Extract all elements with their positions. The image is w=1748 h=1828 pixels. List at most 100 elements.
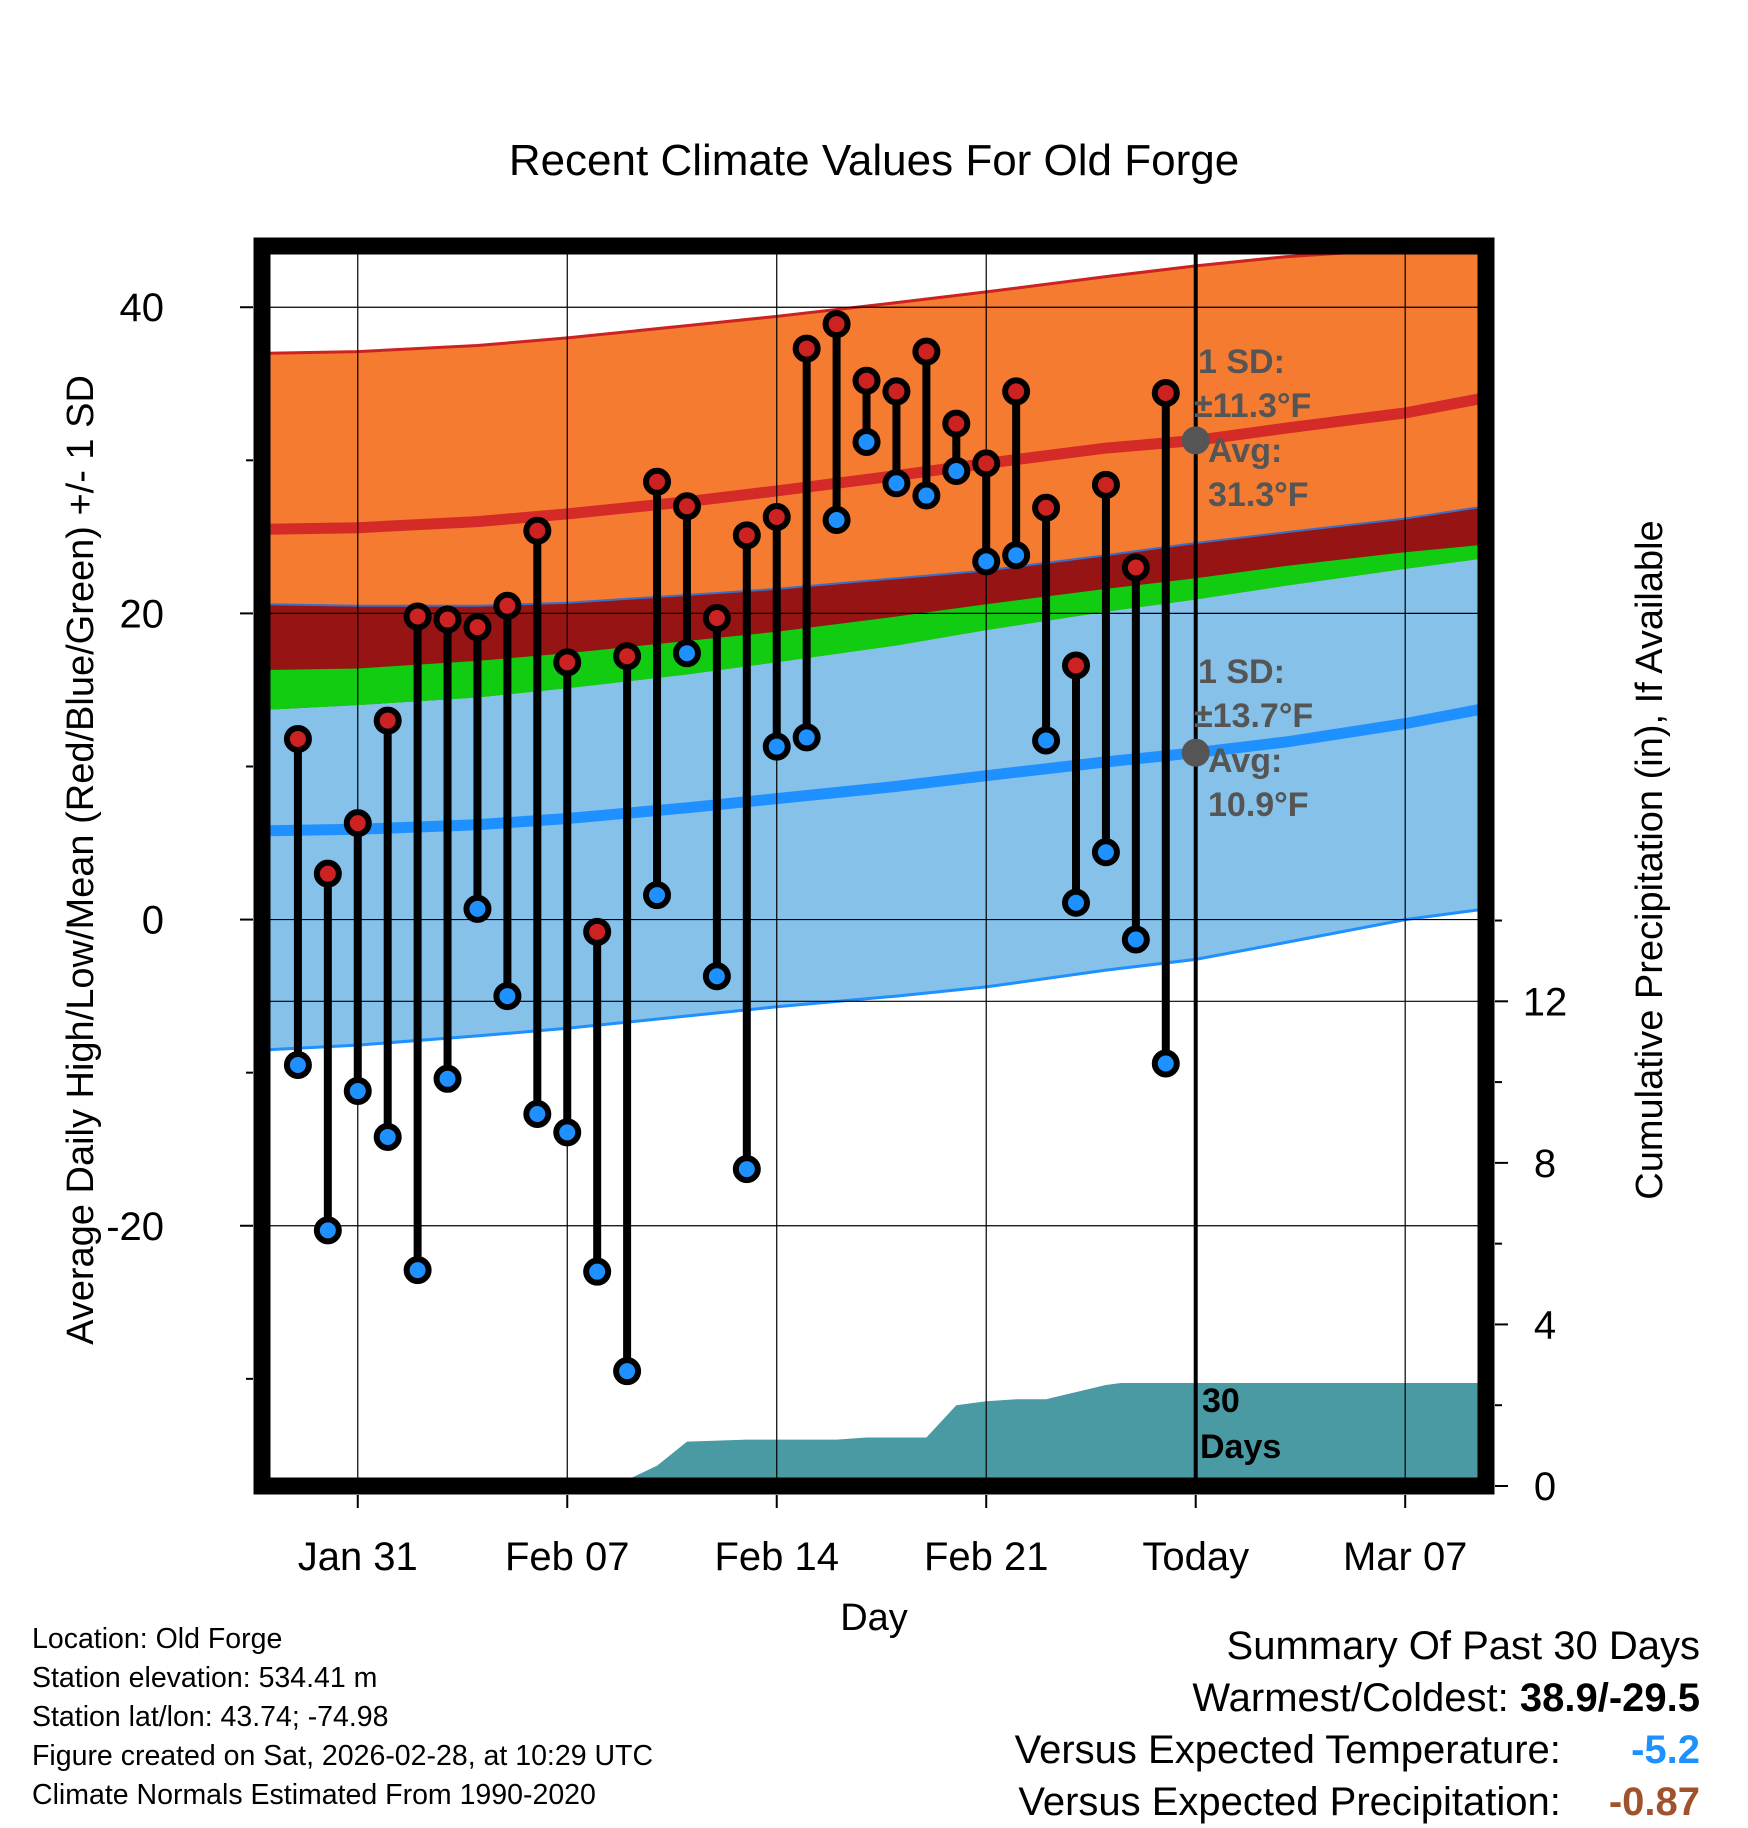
y-tick-label: 40 (120, 286, 165, 330)
daily-high-point (912, 337, 941, 366)
days-number: 30 (1202, 1382, 1240, 1420)
daily-high-point (882, 377, 911, 406)
daily-low-point (1062, 888, 1091, 917)
axis-ticks: Jan 31 Feb 07 Feb 14 Feb 21 Today Mar 0740200… (106, 237, 1567, 1579)
daily-high-point (942, 409, 971, 438)
low-avg-label: Avg: (1208, 742, 1282, 780)
daily-high-point (583, 917, 612, 946)
daily-high-point (553, 648, 582, 677)
low-minus-sd-line (267, 907, 1486, 1052)
x-tick-label: Today (1142, 1535, 1249, 1579)
daily-low-point (343, 1077, 372, 1106)
daily-high-point (493, 591, 522, 620)
y-tick-label: 0 (142, 899, 164, 943)
low-sd-value: ±13.7°F (1194, 697, 1313, 735)
days-word: Days (1200, 1428, 1281, 1466)
daily-high-point (313, 859, 342, 888)
daily-low-point (373, 1122, 402, 1151)
daily-low-point (403, 1256, 432, 1285)
daily-low-point (702, 962, 731, 991)
daily-high-point (343, 809, 372, 838)
daily-low-point (313, 1216, 342, 1245)
precip-anomaly-label: Versus Expected Precipitation: (1018, 1780, 1561, 1824)
daily-low-point (672, 639, 701, 668)
daily-high-point (852, 366, 881, 395)
daily-high-point (1062, 651, 1091, 680)
summary-title: Summary Of Past 30 Days (1226, 1624, 1700, 1668)
daily-low-point (792, 723, 821, 752)
daily-high-point (643, 467, 672, 496)
normals-text: Climate Normals Estimated From 1990-2020 (32, 1779, 596, 1811)
daily-high-point (1091, 470, 1120, 499)
daily-low-point (882, 469, 911, 498)
daily-low-point (912, 481, 941, 510)
low-avg-value: 10.9°F (1208, 786, 1309, 824)
daily-high-point (283, 724, 312, 753)
high-normal-marker (1181, 426, 1210, 455)
daily-low-point (493, 982, 522, 1011)
location-text: Location: Old Forge (32, 1623, 283, 1655)
x-tick-label: Feb 07 (505, 1535, 630, 1579)
high-avg-value: 31.3°F (1208, 476, 1309, 514)
daily-low-point (942, 457, 971, 486)
station-info: Location: Old Forge Station elevation: 5… (32, 1620, 653, 1815)
x-tick-label: Feb 14 (714, 1535, 839, 1579)
daily-low-point (1121, 925, 1150, 954)
x-tick-label: Mar 07 (1343, 1535, 1468, 1579)
daily-high-point (702, 604, 731, 632)
y2-tick-label: 8 (1534, 1142, 1556, 1186)
low-sd-label: 1 SD: (1198, 653, 1285, 691)
daily-high-point (613, 642, 642, 671)
temp-anomaly-row: Versus Expected Temperature: -5.2 (1015, 1724, 1700, 1776)
daily-high-point (732, 521, 761, 550)
daily-high-point (1151, 378, 1180, 407)
temp-anomaly-label: Versus Expected Temperature: (1014, 1728, 1561, 1772)
y-tick-label: 20 (120, 592, 165, 636)
daily-low-point (463, 894, 492, 923)
daily-high-point (433, 605, 462, 634)
y2-tick-label: 0 (1534, 1465, 1556, 1509)
y2-tick-label: 4 (1534, 1303, 1556, 1347)
daily-high-point (463, 613, 492, 642)
daily-low-point (283, 1051, 312, 1080)
daily-low-point (643, 881, 672, 910)
daily-low-point (852, 427, 881, 456)
precip-anomaly-value: -0.87 (1608, 1780, 1700, 1824)
daily-high-point (523, 516, 552, 545)
daily-low-point (822, 506, 851, 535)
daily-low-point (732, 1155, 761, 1184)
warmest-coldest-value: 38.9/-29.5 (1519, 1676, 1700, 1720)
daily-low-point (613, 1357, 642, 1386)
low-sd-band (268, 558, 1486, 1050)
elevation-text: Station elevation: 534.41 m (32, 1662, 378, 1694)
temp-anomaly-value: -5.2 (1631, 1728, 1700, 1772)
daily-low-point (583, 1257, 612, 1286)
daily-high-point (1002, 377, 1031, 406)
warmest-coldest-label: Warmest/Coldest: (1192, 1676, 1509, 1720)
daily-high-point (822, 310, 851, 339)
daily-high-point (672, 492, 701, 521)
daily-low-point (553, 1118, 582, 1147)
chart-title: Recent Climate Values For Old Forge (509, 136, 1239, 185)
x-axis-title: Day (840, 1597, 908, 1639)
high-minus-sd-line (267, 505, 1486, 607)
high-sd-value: ±11.3°F (1194, 387, 1311, 425)
daily-low-point (433, 1064, 462, 1093)
annotations: 1 SD: ±11.3°F Avg: 31.3°F 1 SD: ±13.7°F … (1194, 343, 1313, 1466)
y-axis-title: Average Daily High/Low/Mean (Red/Blue/Gr… (60, 375, 102, 1345)
daily-low-point (1032, 726, 1061, 755)
high-avg-label: Avg: (1208, 432, 1282, 470)
daily-low-point (523, 1100, 552, 1128)
plot-clip-group (262, 246, 1486, 1486)
summary-panel: Summary Of Past 30 Days Warmest/Coldest:… (1015, 1620, 1700, 1828)
daily-high-point (373, 706, 402, 735)
daily-low-point (1091, 838, 1120, 867)
daily-high-point (792, 334, 821, 363)
daily-high-point (972, 449, 1001, 478)
high-sd-label: 1 SD: (1198, 343, 1285, 381)
x-tick-label: Jan 31 (298, 1535, 418, 1579)
plot-frame (253, 237, 1495, 1495)
daily-low-point (972, 547, 1001, 576)
y-tick-label: -20 (106, 1205, 164, 1249)
